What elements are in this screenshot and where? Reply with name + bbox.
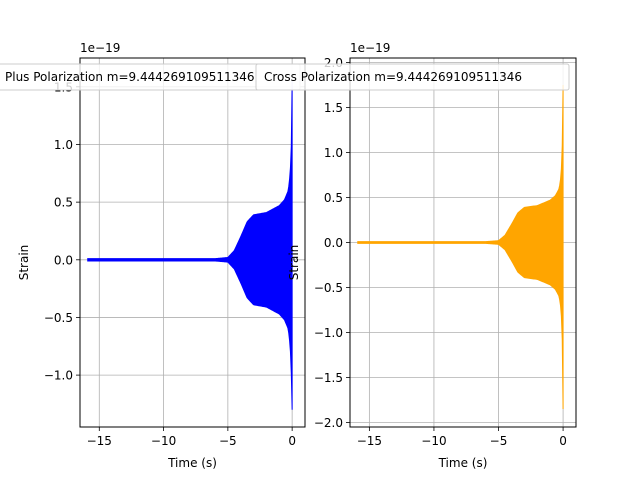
y-axis-label: Strain — [17, 245, 31, 281]
plus-polarization-legend: Plus Polarization m=9.444269109511346 — [0, 63, 301, 91]
y-tick-label: 0.0 — [54, 253, 73, 267]
y-tick-label: 1.0 — [54, 138, 73, 152]
y-tick-label: 0.0 — [324, 236, 343, 250]
cross-polarization-legend: Cross Polarization m=9.444269109511346 — [255, 63, 570, 91]
y-tick-label: −0.5 — [314, 281, 343, 295]
plus-polarization-axes: −15−10−50 −1.0−0.50.00.51.01.5 Time (s) … — [17, 41, 306, 470]
y-tick-label: −1.5 — [314, 371, 343, 385]
x-tick-label: −10 — [151, 434, 176, 448]
y-offset-text: 1e−19 — [80, 41, 120, 55]
y-tick-label: 0.5 — [324, 191, 343, 205]
legend-label: Plus Polarization m=9.444269109511346 — [5, 70, 255, 84]
waveform-series — [87, 81, 293, 410]
plot-area — [87, 81, 293, 410]
x-axis-label: Time (s) — [167, 456, 217, 470]
y-tick-label: −1.0 — [314, 326, 343, 340]
x-tick-label: −5 — [219, 434, 237, 448]
legend-label: Cross Polarization m=9.444269109511346 — [264, 70, 522, 84]
y-axis-label: Strain — [287, 245, 301, 281]
legend-box — [255, 63, 570, 91]
x-tick-label: −5 — [490, 434, 508, 448]
axes-frame — [79, 57, 306, 428]
y-tick-label: −2.0 — [314, 416, 343, 430]
y-tick-label: −0.5 — [44, 311, 73, 325]
waveform-series — [357, 84, 564, 410]
x-tick-label: −10 — [421, 434, 446, 448]
x-tick-label: −15 — [87, 434, 112, 448]
x-tick-label: 0 — [288, 434, 296, 448]
y-tick-label: −1.0 — [44, 369, 73, 383]
plot-area — [357, 84, 564, 410]
y-tick-label: 0.5 — [54, 196, 73, 210]
x-tick-label: −15 — [357, 434, 382, 448]
y-ticks: −2.0−1.5−1.0−0.50.00.51.01.52.0 — [314, 56, 350, 430]
x-ticks: −15 −10 −5 0 — [87, 427, 296, 448]
x-axis-label: Time (s) — [438, 456, 488, 470]
y-tick-label: 1.5 — [324, 101, 343, 115]
cross-polarization-axes: −15 −10 −5 0 −2.0−1.5−1.0−0.50.00.51.01.52.… — [287, 41, 577, 470]
x-ticks: −15 −10 −5 0 — [357, 427, 567, 448]
x-tick-label: 0 — [559, 434, 567, 448]
y-tick-label: 1.0 — [324, 146, 343, 160]
y-offset-text: 1e−19 — [350, 41, 390, 55]
y-ticks: −1.0−0.50.00.51.01.5 — [44, 80, 80, 383]
